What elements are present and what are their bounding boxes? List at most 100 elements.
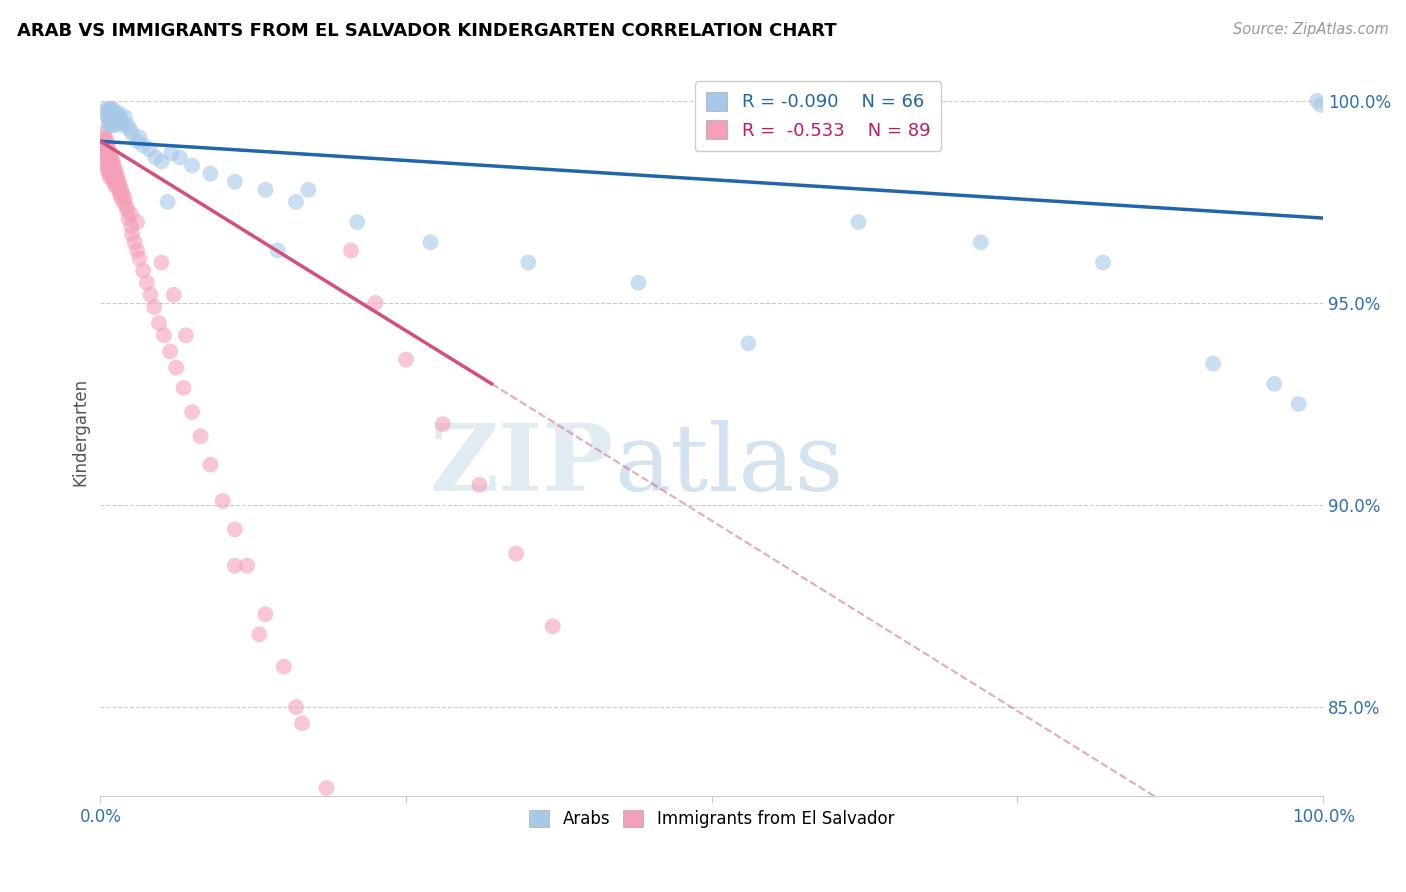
Text: atlas: atlas	[614, 420, 844, 510]
Point	[105, 167, 128, 181]
Point	[103, 167, 125, 181]
Point	[98, 154, 121, 169]
Point	[93, 142, 115, 156]
Point	[104, 170, 127, 185]
Point	[101, 114, 124, 128]
Point	[364, 296, 387, 310]
Point	[468, 478, 491, 492]
Point	[105, 110, 128, 124]
Point	[103, 114, 125, 128]
Point	[107, 178, 129, 193]
Point	[124, 235, 146, 250]
Point	[93, 134, 115, 148]
Point	[101, 102, 124, 116]
Point	[98, 110, 121, 124]
Point	[148, 316, 170, 330]
Point	[190, 429, 212, 443]
Point	[103, 106, 125, 120]
Point	[285, 700, 308, 714]
Point	[104, 118, 127, 132]
Point	[96, 159, 118, 173]
Point	[128, 130, 150, 145]
Point	[224, 522, 246, 536]
Legend: Arabs, Immigrants from El Salvador: Arabs, Immigrants from El Salvador	[523, 804, 901, 835]
Point	[98, 114, 121, 128]
Point	[117, 118, 139, 132]
Point	[110, 114, 132, 128]
Point	[98, 162, 121, 177]
Point	[266, 244, 288, 258]
Point	[108, 178, 131, 193]
Point	[505, 547, 527, 561]
Point	[121, 227, 143, 242]
Point	[156, 194, 179, 209]
Point	[94, 138, 117, 153]
Text: Source: ZipAtlas.com: Source: ZipAtlas.com	[1233, 22, 1389, 37]
Point	[107, 106, 129, 120]
Point	[111, 186, 134, 201]
Point	[97, 138, 120, 153]
Point	[125, 134, 148, 148]
Point	[96, 102, 118, 116]
Point	[94, 130, 117, 145]
Point	[101, 118, 124, 132]
Point	[104, 162, 127, 177]
Point	[254, 607, 277, 622]
Point	[101, 106, 124, 120]
Point	[340, 244, 363, 258]
Point	[285, 194, 308, 209]
Point	[120, 219, 142, 234]
Point	[1306, 94, 1329, 108]
Point	[174, 328, 197, 343]
Point	[97, 106, 120, 120]
Point	[143, 300, 166, 314]
Y-axis label: Kindergarten: Kindergarten	[72, 378, 89, 486]
Point	[139, 288, 162, 302]
Point	[94, 146, 117, 161]
Point	[100, 151, 122, 165]
Point	[104, 178, 127, 193]
Point	[125, 244, 148, 258]
Point	[200, 167, 222, 181]
Point	[107, 110, 129, 124]
Point	[108, 110, 131, 124]
Point	[97, 151, 120, 165]
Point	[105, 175, 128, 189]
Point	[98, 102, 121, 116]
Point	[121, 126, 143, 140]
Point	[97, 118, 120, 132]
Point	[132, 263, 155, 277]
Point	[97, 102, 120, 116]
Point	[517, 255, 540, 269]
Point	[105, 114, 128, 128]
Point	[98, 146, 121, 161]
Point	[145, 151, 167, 165]
Point	[101, 162, 124, 177]
Point	[200, 458, 222, 472]
Point	[103, 159, 125, 173]
Point	[163, 288, 186, 302]
Point	[224, 558, 246, 573]
Point	[1263, 376, 1285, 391]
Point	[153, 328, 176, 343]
Point	[273, 659, 295, 673]
Point	[125, 215, 148, 229]
Point	[96, 151, 118, 165]
Point	[737, 336, 759, 351]
Point	[132, 138, 155, 153]
Point	[97, 162, 120, 177]
Point	[1288, 397, 1310, 411]
Point	[395, 352, 418, 367]
Point	[114, 191, 136, 205]
Point	[101, 154, 124, 169]
Point	[419, 235, 441, 250]
Point	[98, 170, 121, 185]
Point	[97, 167, 120, 181]
Point	[100, 110, 122, 124]
Point	[104, 106, 127, 120]
Point	[117, 202, 139, 217]
Point	[115, 199, 138, 213]
Point	[118, 122, 141, 136]
Point	[110, 183, 132, 197]
Point	[103, 110, 125, 124]
